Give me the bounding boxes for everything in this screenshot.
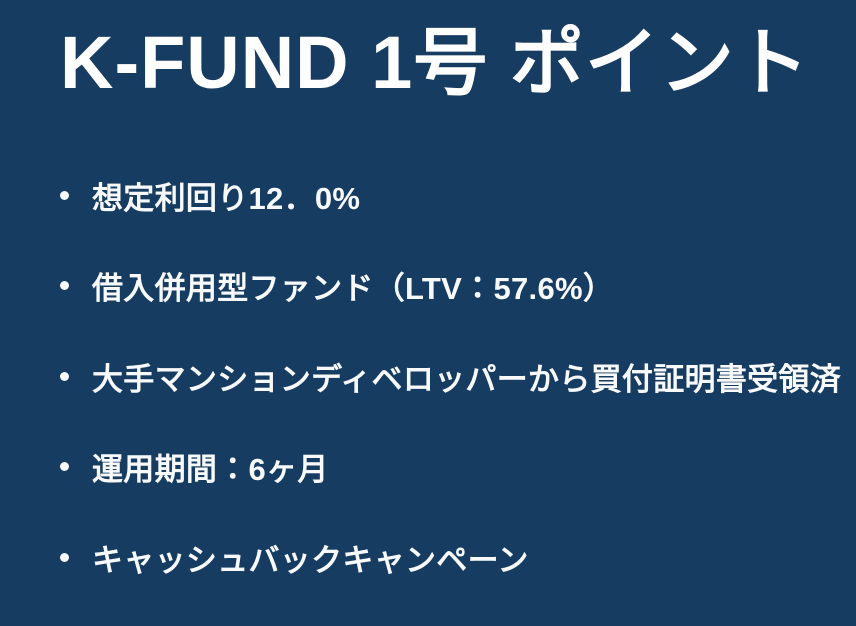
list-item: キャッシュバックキャンペーン	[0, 512, 856, 603]
bullet-text: 想定利回り12．0%	[92, 180, 361, 216]
bullet-icon	[60, 371, 69, 381]
bullet-icon	[60, 281, 69, 291]
bullet-text: 借入併用型ファンド（LTV：57.6%）	[92, 271, 615, 307]
list-item: 大手マンションディベロッパーから買付証明書受領済	[0, 331, 856, 422]
bullet-text: 運用期間：6ヶ月	[92, 452, 329, 488]
bullet-list: 想定利回り12．0% 借入併用型ファンド（LTV：57.6%） 大手マンションデ…	[0, 150, 856, 603]
bullet-text: 大手マンションディベロッパーから買付証明書受領済	[92, 361, 842, 397]
bullet-icon	[60, 190, 69, 200]
bullet-text: キャッシュバックキャンペーン	[92, 542, 529, 578]
page-title: K-FUND 1号 ポイント	[60, 21, 810, 104]
list-item: 借入併用型ファンド（LTV：57.6%）	[0, 241, 856, 332]
list-item: 運用期間：6ヶ月	[0, 422, 856, 513]
bullet-icon	[60, 462, 69, 472]
bullet-icon	[60, 552, 69, 562]
list-item: 想定利回り12．0%	[0, 150, 856, 241]
